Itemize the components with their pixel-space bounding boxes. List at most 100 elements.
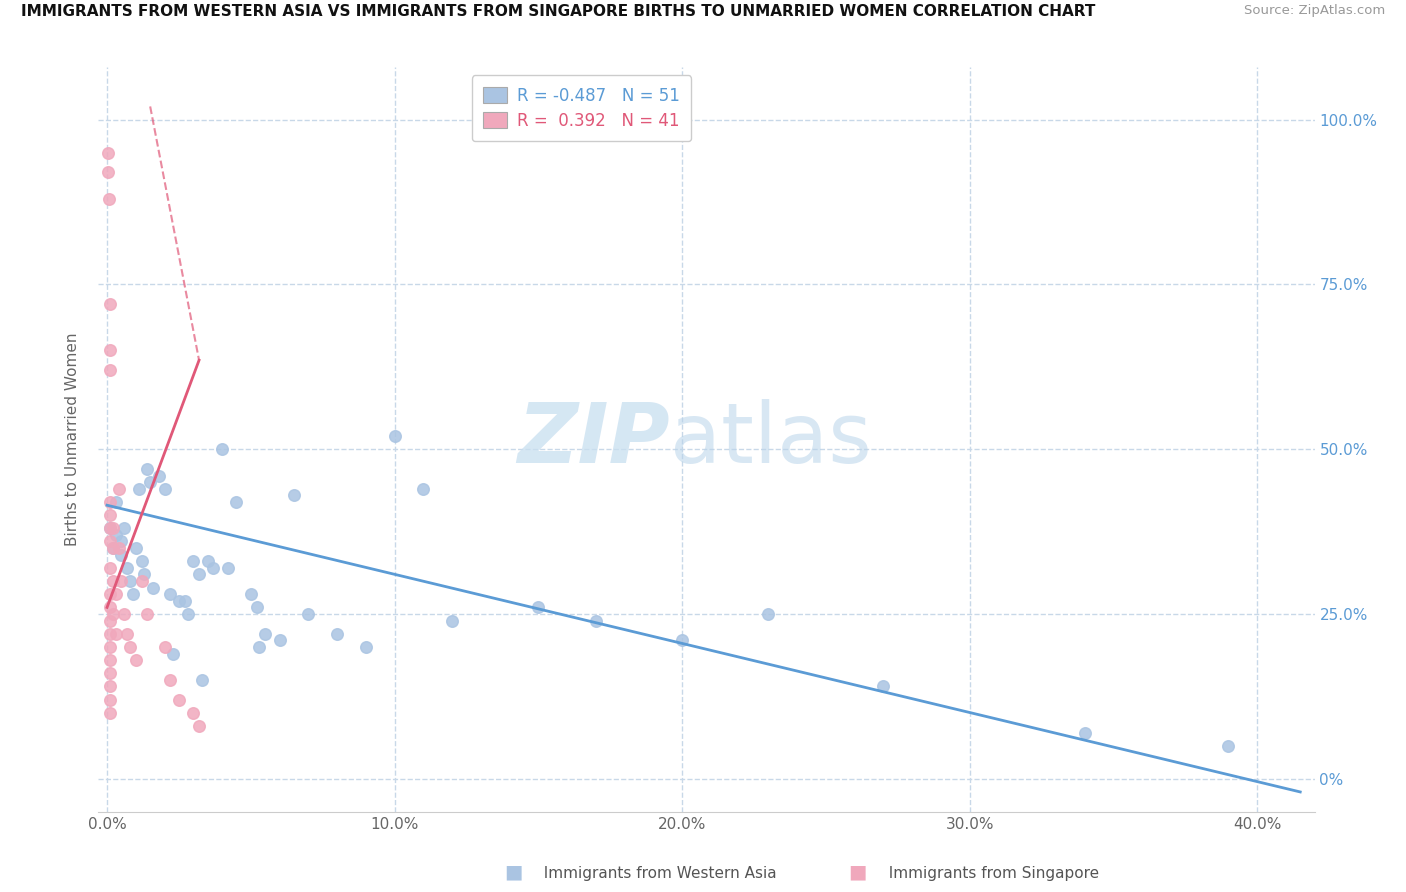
Point: [412, 482, 434, 496]
Y-axis label: Births to Unmarried Women: Births to Unmarried Women: [65, 333, 80, 546]
Point: [104, 587, 127, 601]
Point: [98, 495, 121, 509]
Point: [269, 633, 291, 648]
Point: [153, 482, 176, 496]
Point: [202, 561, 225, 575]
Point: [167, 594, 190, 608]
Point: [585, 614, 607, 628]
Point: [297, 607, 319, 621]
Point: [110, 574, 132, 588]
Text: Immigrants from Western Asia: Immigrants from Western Asia: [534, 866, 778, 881]
Text: ■: ■: [848, 863, 868, 881]
Point: [148, 468, 170, 483]
Point: [197, 554, 219, 568]
Point: [139, 475, 162, 490]
Point: [101, 541, 124, 555]
Point: [98, 192, 121, 206]
Point: [225, 495, 247, 509]
Point: [110, 548, 132, 562]
Text: ZIP: ZIP: [517, 399, 671, 480]
Point: [115, 626, 138, 640]
Point: [98, 614, 121, 628]
Point: [98, 587, 121, 601]
Point: [136, 607, 159, 621]
Point: [107, 482, 129, 496]
Point: [131, 574, 153, 588]
Point: [354, 640, 377, 654]
Point: [118, 640, 141, 654]
Point: [110, 534, 132, 549]
Point: [101, 574, 124, 588]
Point: [441, 614, 464, 628]
Point: [101, 607, 124, 621]
Point: [125, 541, 148, 555]
Point: [98, 706, 121, 720]
Point: [98, 680, 121, 694]
Point: [104, 495, 127, 509]
Point: [181, 706, 204, 720]
Point: [1073, 725, 1095, 739]
Point: [97, 165, 120, 179]
Point: [1218, 739, 1240, 753]
Point: [98, 653, 121, 667]
Point: [107, 541, 129, 555]
Point: [98, 692, 121, 706]
Point: [134, 567, 156, 582]
Point: [128, 482, 150, 496]
Point: [98, 600, 121, 615]
Point: [98, 508, 121, 522]
Point: [153, 640, 176, 654]
Point: [671, 633, 693, 648]
Text: Source: ZipAtlas.com: Source: ZipAtlas.com: [1244, 4, 1385, 18]
Point: [125, 653, 148, 667]
Point: [98, 626, 121, 640]
Point: [384, 429, 406, 443]
Point: [527, 600, 550, 615]
Point: [217, 561, 239, 575]
Text: IMMIGRANTS FROM WESTERN ASIA VS IMMIGRANTS FROM SINGAPORE BIRTHS TO UNMARRIED WO: IMMIGRANTS FROM WESTERN ASIA VS IMMIGRAN…: [21, 4, 1095, 20]
Point: [115, 561, 138, 575]
Point: [188, 719, 211, 733]
Point: [118, 574, 141, 588]
Point: [97, 145, 120, 160]
Point: [98, 521, 121, 535]
Point: [159, 587, 181, 601]
Point: [98, 666, 121, 681]
Point: [112, 607, 135, 621]
Point: [98, 640, 121, 654]
Point: [98, 561, 121, 575]
Point: [101, 521, 124, 535]
Point: [98, 534, 121, 549]
Point: [173, 594, 195, 608]
Point: [249, 640, 271, 654]
Point: [98, 343, 121, 358]
Point: [142, 581, 165, 595]
Point: [162, 647, 184, 661]
Point: [104, 528, 127, 542]
Point: [245, 600, 267, 615]
Legend: R = -0.487   N = 51, R =  0.392   N = 41: R = -0.487 N = 51, R = 0.392 N = 41: [471, 75, 692, 141]
Text: Immigrants from Singapore: Immigrants from Singapore: [879, 866, 1099, 881]
Point: [131, 554, 153, 568]
Point: [211, 442, 233, 457]
Point: [101, 541, 124, 555]
Point: [181, 554, 204, 568]
Point: [176, 607, 198, 621]
Point: [104, 626, 127, 640]
Point: [283, 488, 305, 502]
Point: [159, 673, 181, 687]
Point: [98, 521, 121, 535]
Point: [254, 626, 277, 640]
Point: [756, 607, 779, 621]
Text: ■: ■: [503, 863, 523, 881]
Point: [98, 297, 121, 311]
Point: [122, 587, 145, 601]
Point: [239, 587, 262, 601]
Point: [326, 626, 349, 640]
Text: atlas: atlas: [671, 399, 872, 480]
Point: [872, 680, 894, 694]
Point: [98, 363, 121, 377]
Point: [112, 521, 135, 535]
Point: [188, 567, 211, 582]
Point: [191, 673, 214, 687]
